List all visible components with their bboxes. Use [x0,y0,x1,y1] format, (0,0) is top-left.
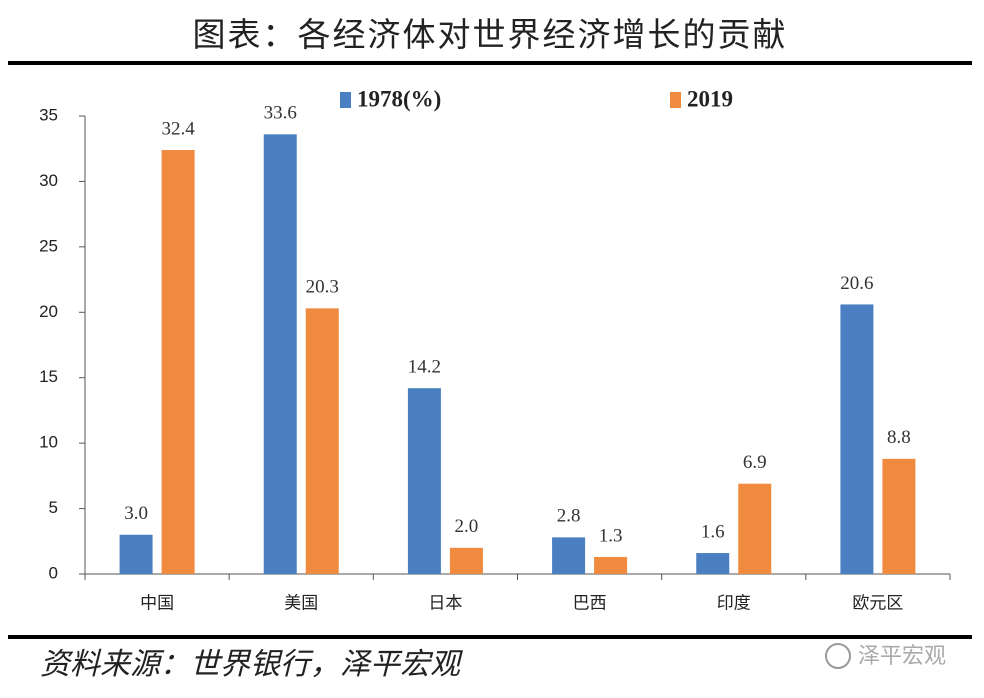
value-label: 6.9 [743,452,767,473]
bar [696,553,730,574]
x-tick-label: 欧元区 [852,594,903,614]
value-label: 8.8 [887,427,911,448]
y-tick-label: 0 [49,563,58,582]
y-tick-label: 35 [39,105,58,124]
value-label: 32.4 [161,118,195,139]
watermark: 泽平宏观 [858,644,946,669]
bar [738,483,772,574]
bar [119,534,153,574]
value-label: 2.8 [557,506,581,527]
x-tick-label: 中国 [140,594,174,614]
footer-rule [8,635,972,639]
y-tick-label: 5 [49,498,58,517]
legend-label: 2019 [687,86,733,111]
value-label: 20.3 [306,277,339,298]
bar [449,547,483,574]
y-tick-label: 25 [39,236,58,255]
x-tick-label: 印度 [717,594,751,614]
watermark-icon [825,643,851,669]
chart-title: 图表：各经济体对世界经济增长的贡献 [193,15,788,54]
value-label: 1.3 [599,525,623,546]
x-tick-label: 美国 [284,594,318,614]
source-note: 资料来源：世界银行，泽平宏观 [40,647,463,682]
y-tick-label: 30 [39,171,58,190]
value-label: 33.6 [264,103,297,124]
value-label: 2.0 [455,516,479,537]
bar [161,150,195,574]
value-label: 3.0 [124,503,148,524]
bar [263,134,297,574]
y-tick-label: 20 [39,302,58,321]
legend-swatch [340,92,351,108]
value-label: 20.6 [840,273,873,294]
bar [407,388,441,574]
value-label: 1.6 [701,521,725,542]
value-label: 14.2 [408,357,441,378]
x-tick-label: 日本 [428,594,462,614]
x-tick-label: 巴西 [573,594,607,614]
y-tick-label: 10 [39,433,58,452]
legend-label: 1978(%) [357,86,441,111]
bar [305,308,339,574]
bar [594,556,628,574]
title-rule [8,61,972,65]
bar [882,458,916,574]
legend-swatch [670,92,681,108]
bar [840,304,874,574]
bar [552,537,586,574]
y-tick-label: 15 [39,367,58,386]
